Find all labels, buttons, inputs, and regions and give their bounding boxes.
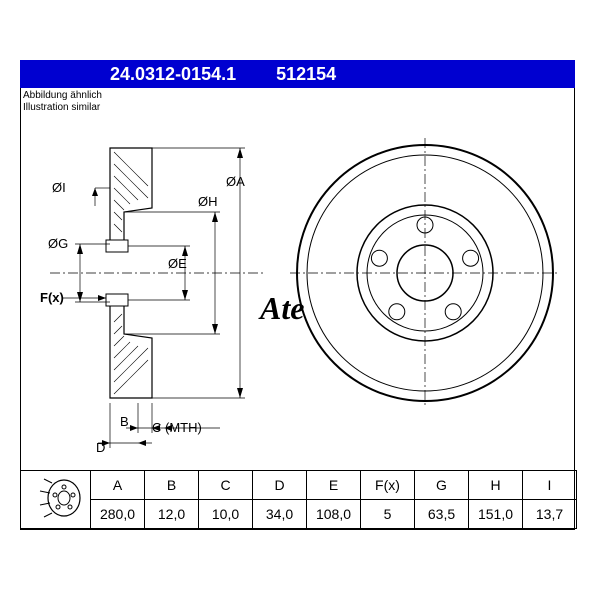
header-bar: 24.0312-0154.1 512154 [20, 60, 575, 88]
col-I: I [523, 471, 577, 500]
val-G: 63,5 [415, 500, 469, 529]
label-diameter-E: ØE [168, 256, 187, 271]
val-B: 12,0 [145, 500, 199, 529]
col-D: D [253, 471, 307, 500]
table-value-row: 280,0 12,0 10,0 34,0 108,0 5 63,5 151,0 … [21, 500, 577, 529]
val-A: 280,0 [91, 500, 145, 529]
val-F: 5 [361, 500, 415, 529]
label-C: C (MTH) [152, 420, 202, 435]
secondary-number: 512154 [276, 64, 336, 85]
col-E: E [307, 471, 361, 500]
col-B: B [145, 471, 199, 500]
val-D: 34,0 [253, 500, 307, 529]
label-diameter-G: ØG [48, 236, 68, 251]
val-I: 13,7 [523, 500, 577, 529]
label-D: D [96, 440, 105, 455]
col-H: H [469, 471, 523, 500]
technical-drawing [20, 88, 575, 458]
label-diameter-H: ØH [198, 194, 218, 209]
dimension-table: A B C D E F(x) G H I 280,0 12,0 10,0 34,… [20, 470, 577, 529]
label-diameter-A: ØA [226, 174, 245, 189]
table-header-row: A B C D E F(x) G H I [21, 471, 577, 500]
label-diameter-I: ØI [52, 180, 66, 195]
part-number: 24.0312-0154.1 [110, 64, 236, 85]
val-C: 10,0 [199, 500, 253, 529]
disc-type-icon [21, 471, 91, 529]
brand-logo: Ate [260, 290, 304, 327]
val-H: 151,0 [469, 500, 523, 529]
val-E: 108,0 [307, 500, 361, 529]
label-B: B [120, 414, 129, 429]
cross-section [50, 148, 265, 448]
col-C: C [199, 471, 253, 500]
col-G: G [415, 471, 469, 500]
disc-face-view [290, 138, 560, 408]
col-A: A [91, 471, 145, 500]
col-F: F(x) [361, 471, 415, 500]
label-F: F(x) [40, 290, 64, 305]
